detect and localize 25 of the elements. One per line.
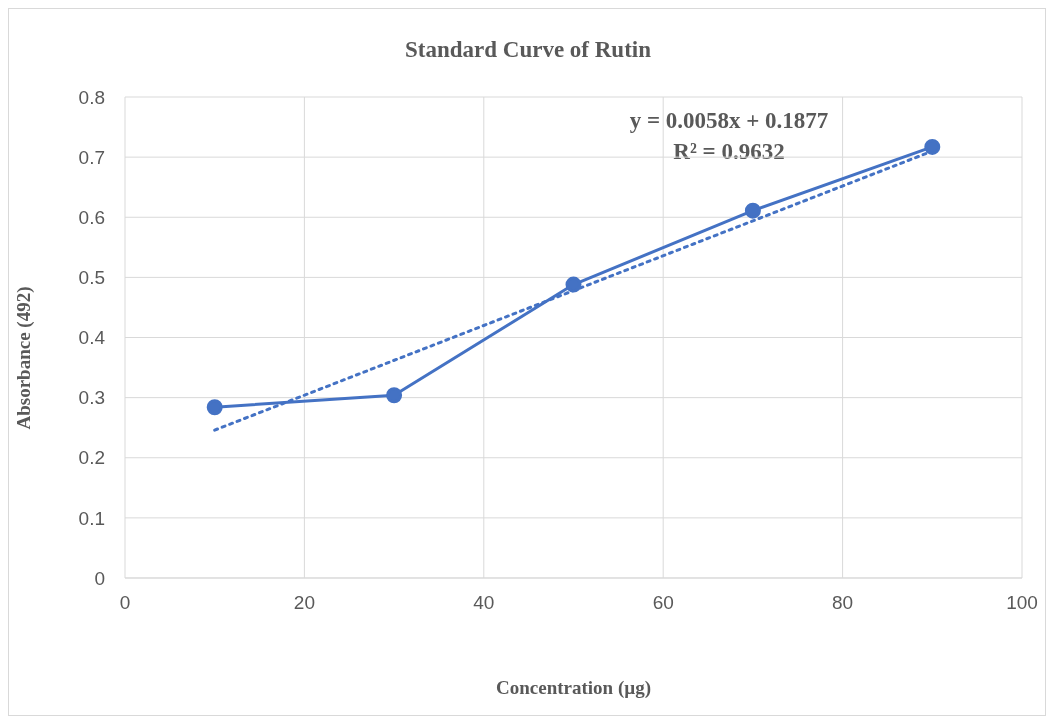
point bbox=[386, 387, 403, 404]
annotation: y = 0.0058x + 0.1877 bbox=[628, 107, 830, 135]
x-tick-label: 0 bbox=[119, 592, 131, 614]
x-tick-label: 60 bbox=[652, 592, 674, 614]
y-tick-label: 0.4 bbox=[78, 327, 106, 349]
point bbox=[924, 138, 941, 155]
point bbox=[744, 202, 761, 219]
y-tick-label: 0.3 bbox=[78, 387, 105, 409]
y-axis-title: Absorbance (492) bbox=[13, 285, 35, 430]
x-tick-label: 40 bbox=[473, 592, 495, 614]
y-tick-label: 0.5 bbox=[78, 267, 105, 289]
y-tick-label: 0.8 bbox=[78, 86, 105, 108]
point bbox=[206, 399, 223, 416]
x-tick-label: 80 bbox=[832, 592, 854, 614]
point bbox=[565, 276, 582, 293]
x-tick-label: 100 bbox=[1006, 592, 1038, 614]
y-tick-label: 0.6 bbox=[78, 206, 105, 228]
chart-title: Standard Curve of Rutin bbox=[404, 37, 652, 63]
y-tick-label: 0.7 bbox=[78, 146, 105, 168]
x-axis-title: Concentration (µg) bbox=[495, 677, 652, 699]
y-tick-label: 0.1 bbox=[78, 507, 105, 529]
y-tick-label: 0.2 bbox=[78, 447, 105, 469]
x-tick-label: 20 bbox=[293, 592, 315, 614]
annotation: R² = 0.9632 bbox=[672, 138, 786, 166]
y-tick-label: 0 bbox=[94, 567, 105, 589]
